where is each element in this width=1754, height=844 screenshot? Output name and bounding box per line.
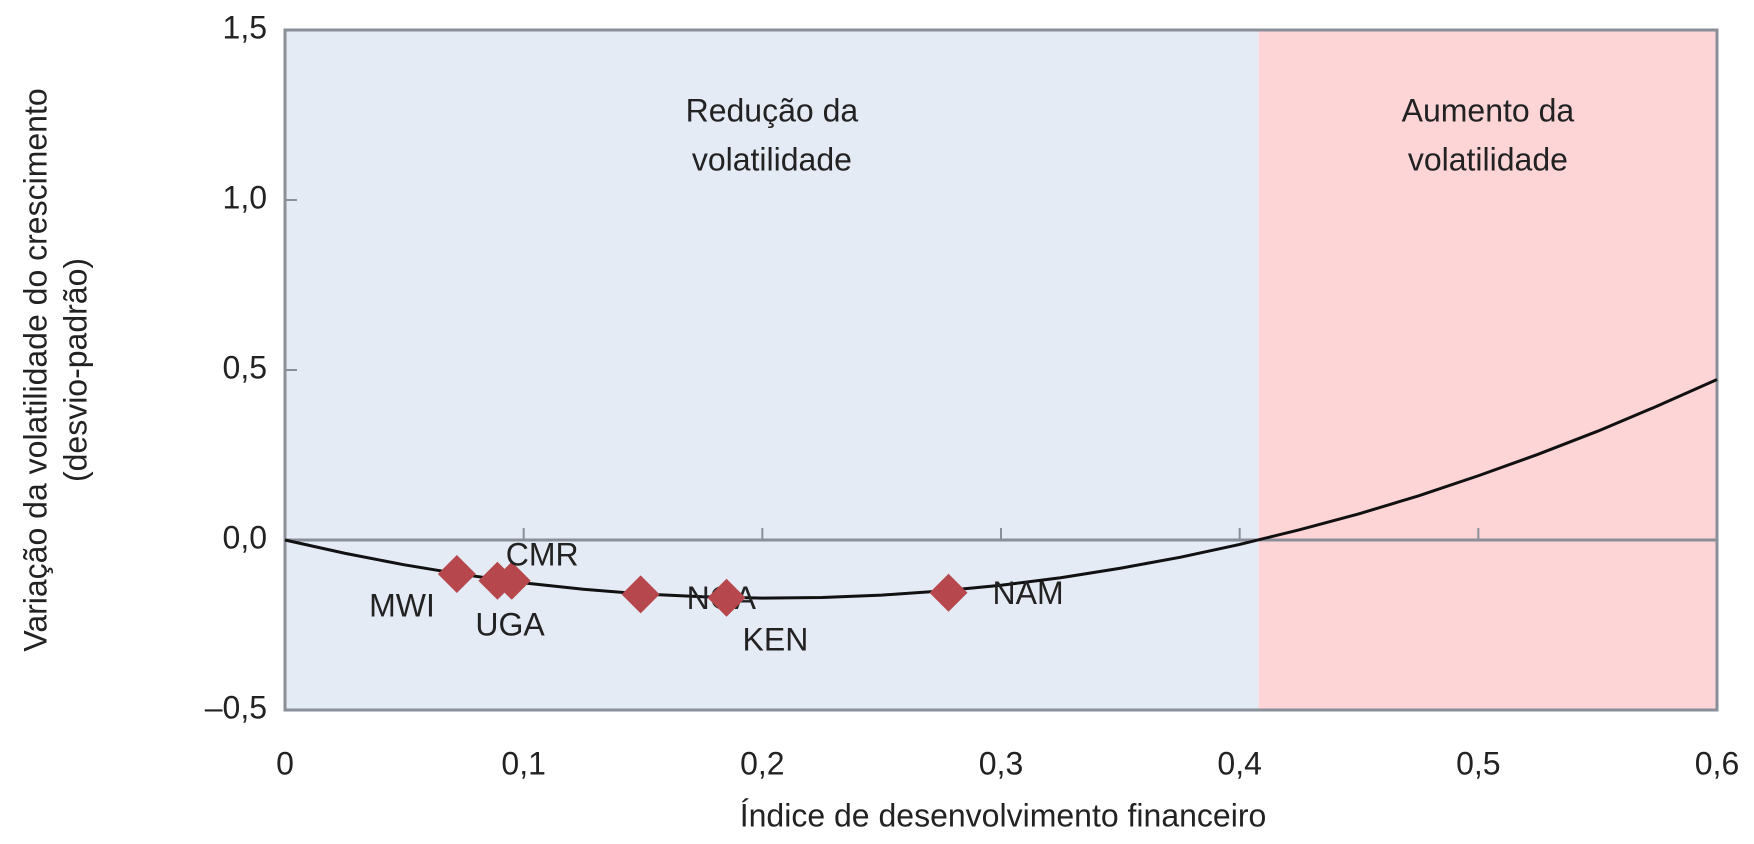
- point: [437, 555, 476, 593]
- x-tick-label: 0,2: [740, 745, 784, 781]
- y-axis-label: Variação da volatilidade do crescimento: [17, 88, 53, 651]
- region-label: volatilidade: [692, 141, 852, 177]
- point: [621, 575, 660, 614]
- point: [492, 561, 531, 600]
- y-tick-label: –0,5: [205, 689, 267, 725]
- region: [1258, 30, 1717, 710]
- region-label: volatilidade: [1408, 141, 1568, 177]
- point-label: KEN: [743, 621, 809, 657]
- y-tick-label: 1,0: [223, 179, 267, 215]
- y-tick-label: 0,0: [223, 519, 267, 555]
- point: [929, 573, 968, 612]
- x-tick-label: 0,3: [979, 745, 1023, 781]
- point-label: MWI: [369, 587, 435, 623]
- region-label: Redução da: [686, 92, 859, 128]
- point: [707, 578, 746, 617]
- x-axis-label: Índice de desenvolvimento financeiro: [740, 797, 1267, 833]
- y-axis-label: (desvio-padrão): [57, 258, 93, 482]
- x-tick-label: 0,5: [1456, 745, 1500, 781]
- y-tick-label: 0,5: [223, 349, 267, 385]
- x-tick-label: 0,1: [501, 745, 545, 781]
- x-tick-label: 0: [276, 745, 294, 781]
- y-tick-label: 1,5: [223, 9, 267, 45]
- x-tick-label: 0,4: [1217, 745, 1261, 781]
- point-label: UGA: [475, 606, 545, 642]
- point-label: NAM: [992, 575, 1063, 611]
- region-label: Aumento da: [1402, 92, 1575, 128]
- x-tick-label: 0,6: [1695, 745, 1739, 781]
- point-label: CMR: [506, 536, 579, 572]
